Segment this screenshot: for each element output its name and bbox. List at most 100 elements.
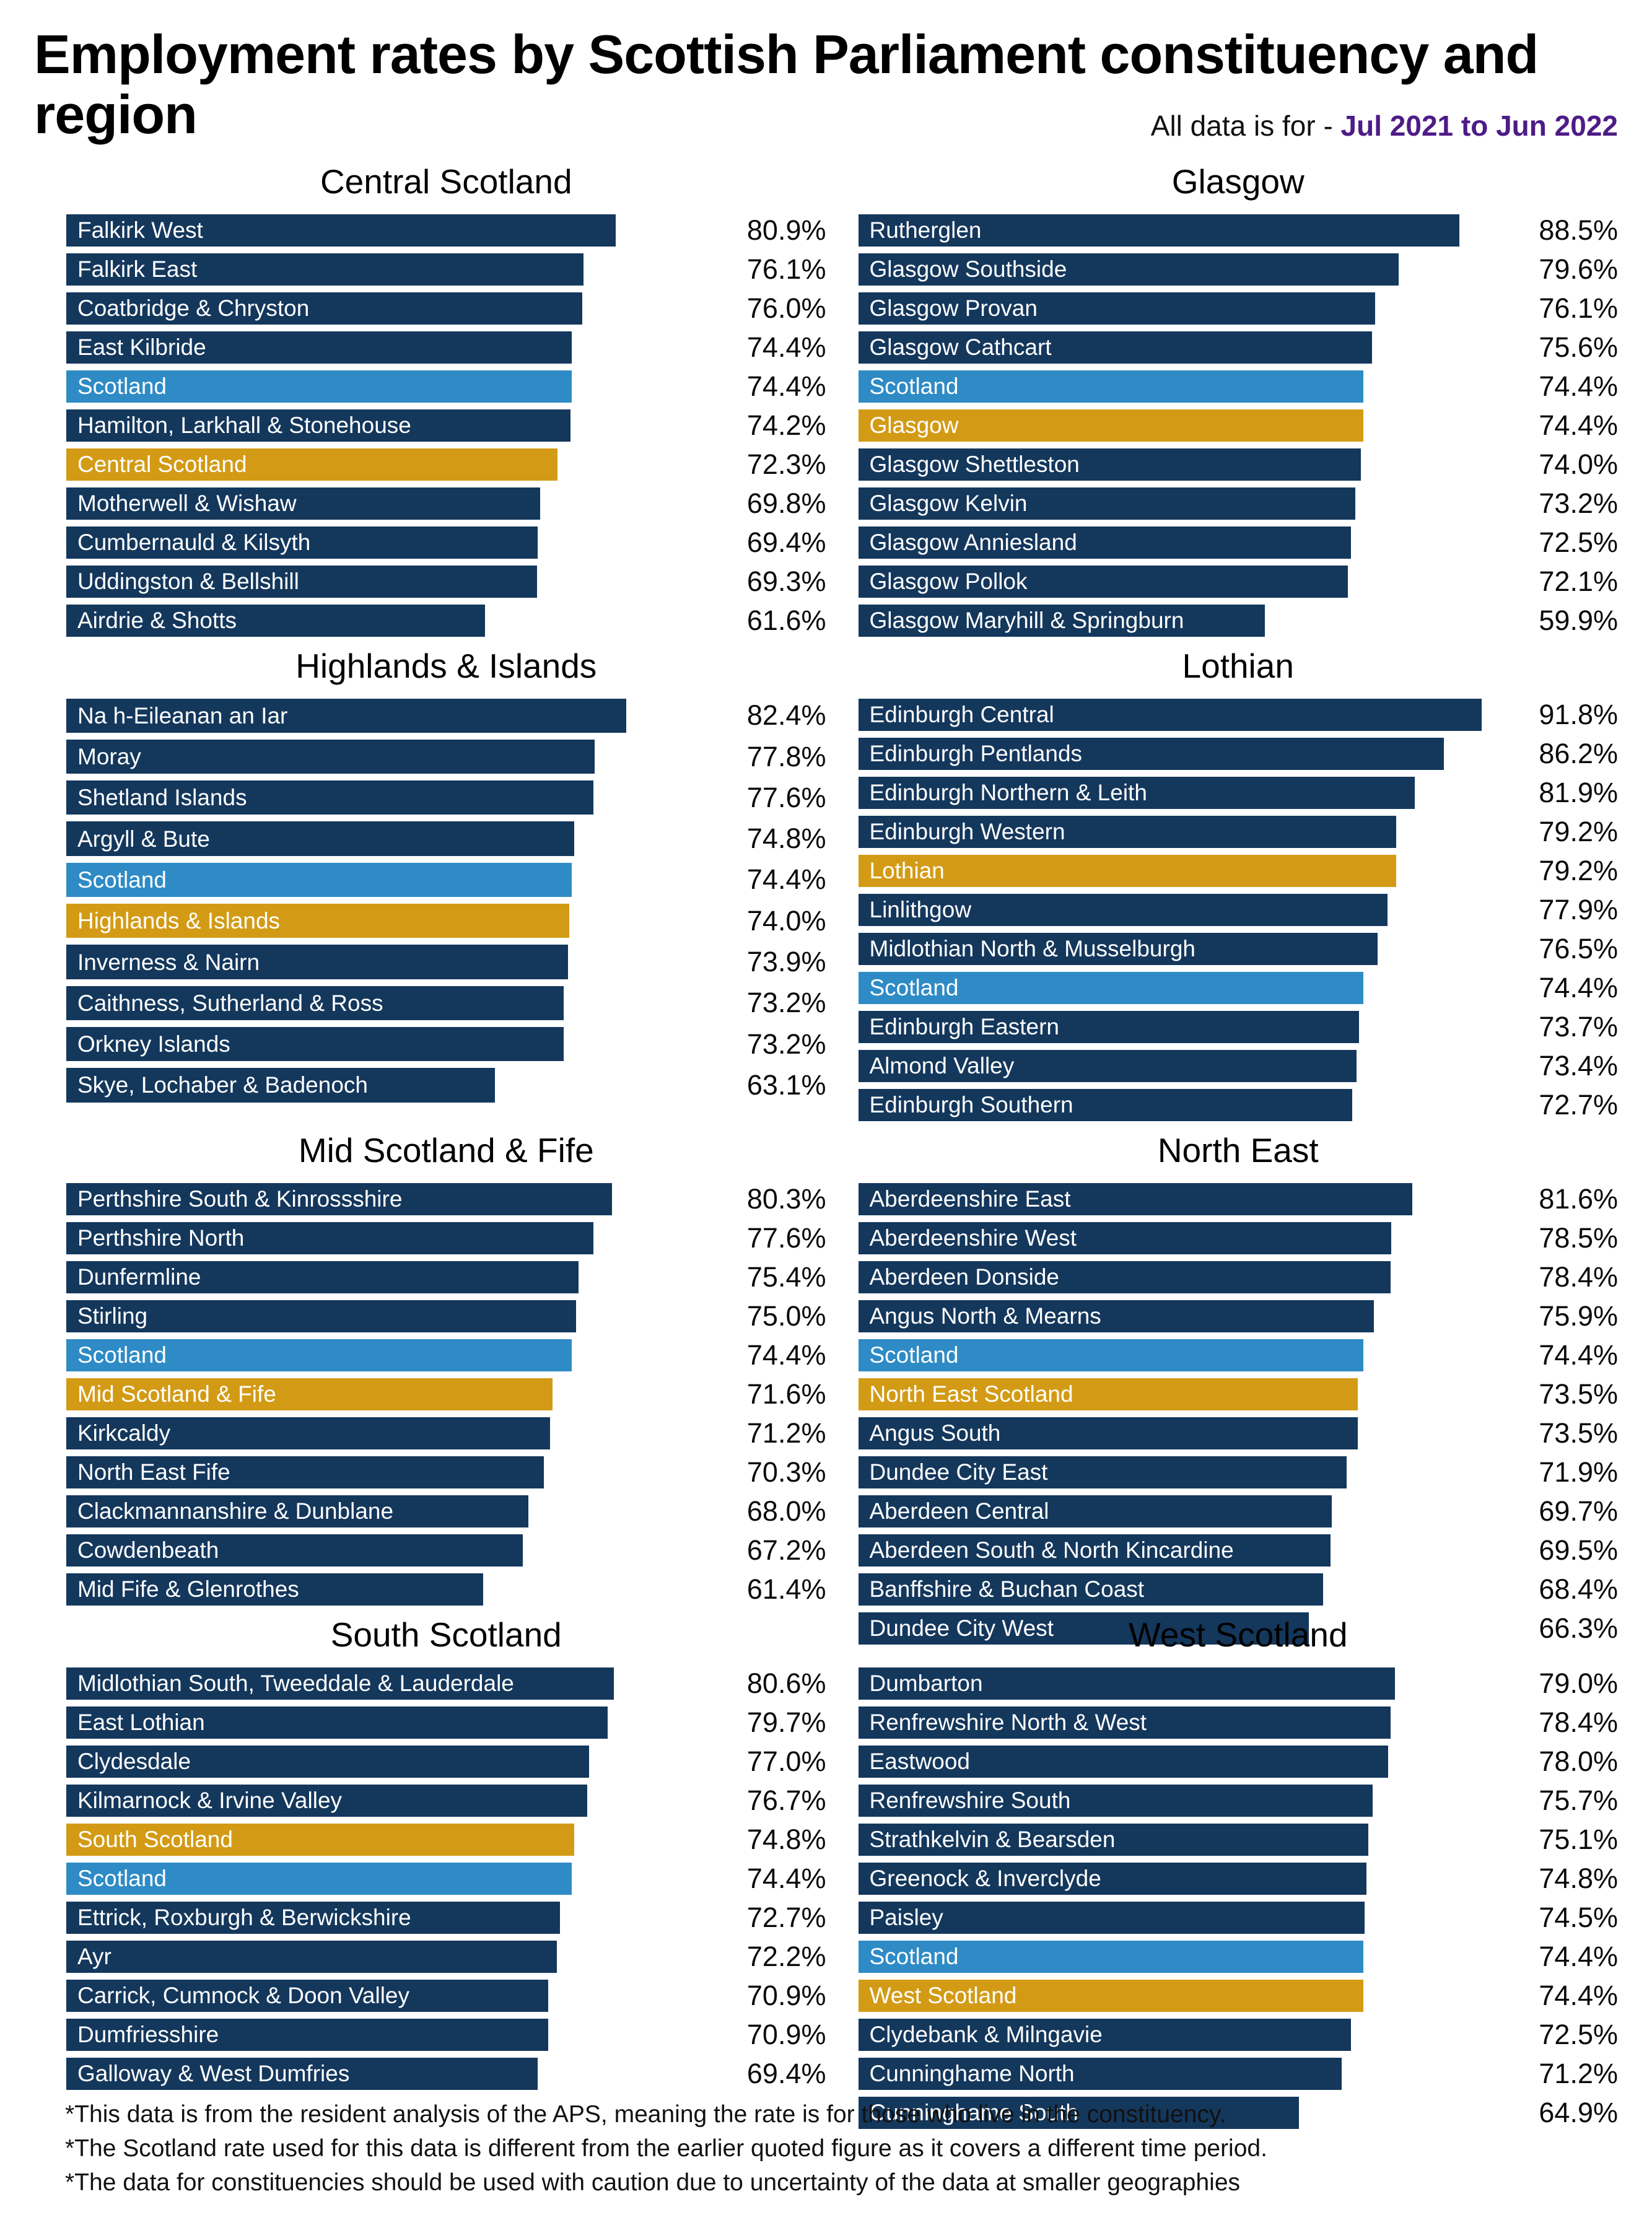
bar: Perthshire South & Kinrossshire xyxy=(66,1182,612,1215)
bar-label: Glasgow Kelvin xyxy=(869,491,1028,517)
bar-label: Edinburgh Pentlands xyxy=(869,741,1083,767)
bar: Kilmarnock & Irvine Valley xyxy=(66,1784,588,1817)
bar-row: Linlithgow 77.9% xyxy=(858,893,1618,926)
bar: Glasgow Provan xyxy=(858,292,1376,325)
bar-track: South Scotland xyxy=(66,1823,712,1856)
bar-track: Paisley xyxy=(858,1901,1504,1934)
bar-row: Perthshire North 77.6% xyxy=(66,1221,826,1254)
bar: Falkirk West xyxy=(66,214,616,247)
region-panel-title: Glasgow xyxy=(1171,162,1305,201)
bar-row: Angus North & Mearns 75.9% xyxy=(858,1300,1618,1332)
bar-value: 70.9% xyxy=(746,1979,826,2011)
bar: Coatbridge & Chryston xyxy=(66,292,583,325)
bar: Na h-Eileanan an Iar xyxy=(66,698,626,733)
bar: North East Scotland xyxy=(858,1378,1358,1410)
bar: Glasgow Pollok xyxy=(858,565,1348,598)
bar-value: 76.7% xyxy=(746,1784,826,1816)
bar-row: Glasgow Anniesland 72.5% xyxy=(858,526,1618,559)
subtitle-prefix: All data is for - xyxy=(1150,109,1341,142)
bar-value: 77.8% xyxy=(746,740,826,772)
bar-row: Strathkelvin & Bearsden 75.1% xyxy=(858,1823,1618,1856)
region-panel-title: South Scotland xyxy=(330,1615,562,1654)
bar-value: 81.6% xyxy=(1539,1182,1618,1215)
bar-value: 73.2% xyxy=(746,987,826,1019)
bar-value: 72.5% xyxy=(1539,526,1618,558)
bar-row: Scotland 74.4% xyxy=(66,862,826,898)
bar-label: Angus North & Mearns xyxy=(869,1303,1101,1329)
bar-label: Glasgow Shettleston xyxy=(869,452,1080,478)
bar-track: Clydesdale xyxy=(66,1745,712,1778)
bar-label: South Scotland xyxy=(77,1827,233,1853)
bar: Shetland Islands xyxy=(66,780,594,815)
bar-row: Glasgow Southside 79.6% xyxy=(858,253,1618,286)
bar-value: 74.8% xyxy=(746,823,826,855)
region-panel: Glasgow Rutherglen 88.5% Glasgow Southsi… xyxy=(858,161,1618,637)
bar-label: Scotland xyxy=(77,374,167,400)
bar-track: East Kilbride xyxy=(66,331,712,364)
bar-value: 79.6% xyxy=(1539,253,1618,285)
bar: Clydesdale xyxy=(66,1745,590,1778)
bar-label: Glasgow Cathcart xyxy=(869,334,1052,361)
bar-label: Paisley xyxy=(869,1905,943,1931)
bar: Glasgow xyxy=(858,409,1364,442)
bar: Galloway & West Dumfries xyxy=(66,2057,538,2090)
bar: Aberdeen South & North Kincardine xyxy=(858,1534,1331,1567)
bar-value: 80.3% xyxy=(746,1182,826,1215)
bar-row: Dumfriesshire 70.9% xyxy=(66,2018,826,2051)
region-panel: Highlands & Islands Na h-Eileanan an Iar… xyxy=(66,645,826,1103)
bar-label: Inverness & Nairn xyxy=(77,949,260,975)
bar-rows: Midlothian South, Tweeddale & Lauderdale… xyxy=(66,1667,826,2090)
bar-track: Glasgow Southside xyxy=(858,253,1504,286)
bar: Dundee City East xyxy=(858,1456,1347,1488)
bar-row: Ayr 72.2% xyxy=(66,1940,826,1973)
bar: Paisley xyxy=(858,1901,1365,1934)
bar-track: Cunninghame South xyxy=(858,2096,1504,2129)
bar-label: Caithness, Sutherland & Ross xyxy=(77,990,383,1016)
bar-row: Highlands & Islands 74.0% xyxy=(66,904,826,938)
bar-track: Ettrick, Roxburgh & Berwickshire xyxy=(66,1901,712,1934)
bar-label: Renfrewshire North & West xyxy=(869,1710,1147,1736)
bar-value: 72.1% xyxy=(1539,565,1618,597)
bar-value: 78.0% xyxy=(1539,1745,1618,1777)
bar-row: Motherwell & Wishaw 69.8% xyxy=(66,487,826,520)
bar-track: Falkirk East xyxy=(66,253,712,286)
bar-row: Glasgow Provan 76.1% xyxy=(858,292,1618,325)
bar-value: 72.3% xyxy=(746,448,826,480)
bar-track: Moray xyxy=(66,739,712,774)
bar-row: Glasgow 74.4% xyxy=(858,409,1618,442)
bar-row: Rutherglen 88.5% xyxy=(858,214,1618,247)
bar-row: Stirling 75.0% xyxy=(66,1300,826,1332)
bar-row: Aberdeenshire East 81.6% xyxy=(858,1182,1618,1215)
bar-value: 79.2% xyxy=(1539,854,1618,886)
bar: Banffshire & Buchan Coast xyxy=(858,1573,1323,1606)
bar-value: 79.2% xyxy=(1539,815,1618,847)
bar-row: Glasgow Pollok 72.1% xyxy=(858,565,1618,598)
bar-value: 79.7% xyxy=(746,1706,826,1738)
bar-value: 74.0% xyxy=(746,904,826,937)
bar-row: West Scotland 74.4% xyxy=(858,1979,1618,2012)
bar-track: Scotland xyxy=(66,1339,712,1371)
bar-row: Uddingston & Bellshill 69.3% xyxy=(66,565,826,598)
bar-row: Midlothian North & Musselburgh 76.5% xyxy=(858,932,1618,965)
bar-track: Scotland xyxy=(858,1339,1504,1371)
bar-label: Central Scotland xyxy=(77,452,247,478)
bar-label: Clydesdale xyxy=(77,1749,191,1775)
bar-track: Kilmarnock & Irvine Valley xyxy=(66,1784,712,1817)
bar-value: 82.4% xyxy=(746,699,826,732)
bar-track: Edinburgh Pentlands xyxy=(858,737,1504,770)
bar-label: Midlothian South, Tweeddale & Lauderdale xyxy=(77,1671,514,1697)
bar-value: 73.9% xyxy=(746,946,826,978)
bar: Clackmannanshire & Dunblane xyxy=(66,1495,528,1527)
bar-value: 78.5% xyxy=(1539,1221,1618,1254)
bar: Strathkelvin & Bearsden xyxy=(858,1823,1369,1856)
bar-value: 74.4% xyxy=(1539,1979,1618,2011)
bar-value: 75.0% xyxy=(746,1300,826,1332)
bar-value: 69.3% xyxy=(746,565,826,597)
region-panel-title: Central Scotland xyxy=(320,162,572,201)
bar-value: 74.8% xyxy=(746,1823,826,1855)
bar-track: Scotland xyxy=(66,1862,712,1895)
bar: Hamilton, Larkhall & Stonehouse xyxy=(66,409,570,442)
bar-row: Central Scotland 72.3% xyxy=(66,448,826,481)
bar-label: Edinburgh Western xyxy=(869,819,1065,845)
bar: East Kilbride xyxy=(66,331,572,364)
